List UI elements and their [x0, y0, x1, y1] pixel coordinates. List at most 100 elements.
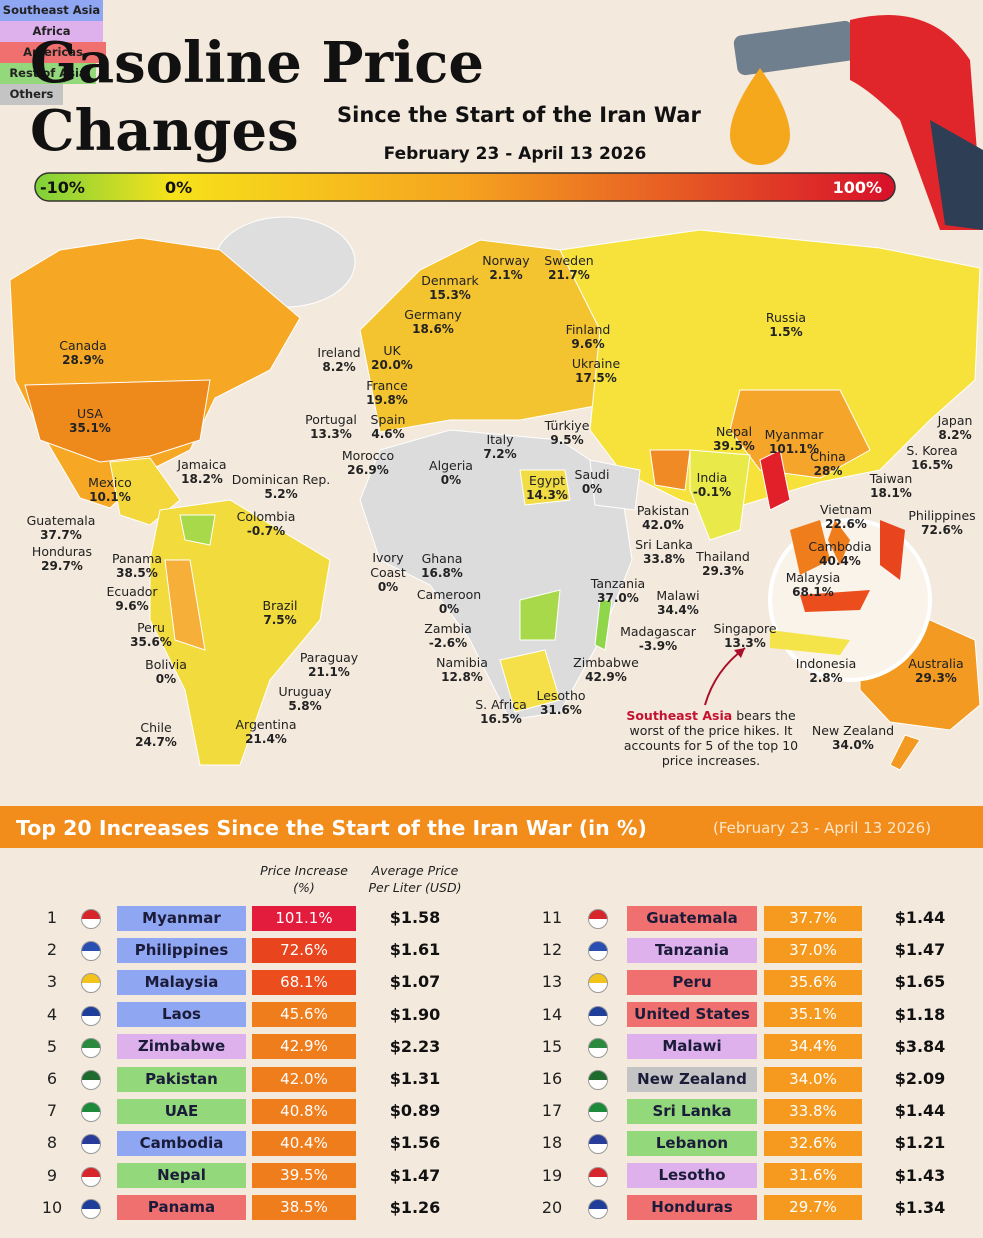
- country-value: 26.9%: [347, 463, 389, 477]
- rank: 9: [46, 1165, 58, 1185]
- rank: 1: [46, 908, 58, 927]
- change-cell: 40.8%: [252, 1098, 356, 1124]
- country-value: 16.8%: [421, 566, 463, 580]
- flag-icon: [588, 1070, 608, 1090]
- country-name: Australia: [908, 656, 964, 671]
- country-name: Saudi: [574, 467, 610, 482]
- map-label: Lesotho 31.6%: [536, 688, 585, 718]
- country-value: 35.1%: [69, 421, 111, 435]
- country-name: Peru: [137, 620, 165, 635]
- country-value: 37.7%: [40, 528, 82, 542]
- country-value: 29.3%: [915, 671, 957, 685]
- country-value: 16.5%: [911, 458, 953, 472]
- country-name: Türkiye: [544, 418, 590, 433]
- price: $1.47: [894, 940, 946, 960]
- price: $1.31: [389, 1069, 441, 1088]
- country-name: Madagascar: [620, 624, 696, 639]
- change-cell: 40.4%: [252, 1130, 356, 1156]
- map-label: Mexico 10.1%: [88, 475, 132, 505]
- country-cell: Myanmar: [117, 905, 246, 931]
- country-name: Canada: [59, 338, 107, 353]
- country-cell: Peru: [627, 969, 757, 995]
- change-cell: 33.8%: [764, 1098, 862, 1124]
- map-label: USA 35.1%: [69, 406, 111, 436]
- map-label: Guatemala 37.7%: [27, 513, 96, 543]
- country-value: 13.3%: [724, 636, 766, 650]
- column-header: Average Price Per Liter (USD): [368, 863, 462, 895]
- country-value: 18.6%: [412, 322, 454, 336]
- country-cell: Laos: [117, 1002, 246, 1028]
- map-label: Japan 8.2%: [938, 413, 973, 443]
- map-label: Vietnam 22.6%: [820, 502, 872, 532]
- map-label: Pakistan 42.0%: [637, 503, 689, 533]
- map-label: Singapore 13.3%: [713, 621, 776, 651]
- change-cell: 72.6%: [252, 937, 356, 963]
- country-name: Lesotho: [536, 688, 586, 703]
- price: $3.84: [894, 1036, 946, 1056]
- map-label: Bolivia 0%: [145, 657, 187, 687]
- change-cell: 31.6%: [764, 1163, 862, 1189]
- country-name: Morocco: [341, 448, 395, 463]
- country-cell: Malaysia: [117, 969, 246, 995]
- price: $1.44: [894, 908, 946, 927]
- subtitle: Since the Start of the Iran War: [337, 103, 701, 127]
- country-value: 28.9%: [62, 353, 104, 367]
- country-cell: Tanzania: [627, 937, 757, 963]
- map-label: Italy 7.2%: [483, 432, 516, 462]
- change-cell: 37.0%: [764, 937, 862, 963]
- region-legend-chip: Southeast Asia: [0, 0, 103, 21]
- date-range: February 23 - April 13 2026: [384, 144, 647, 164]
- rank: 12: [541, 940, 563, 960]
- country-value: 35.6%: [130, 635, 172, 649]
- price: $1.43: [894, 1165, 946, 1185]
- price: $1.34: [894, 1197, 946, 1217]
- flag-icon: [588, 1102, 608, 1123]
- flag-icon: [81, 1198, 101, 1219]
- price: $1.65: [894, 972, 946, 992]
- map-label: Sweden 21.7%: [544, 253, 593, 283]
- country-name: S. Korea: [906, 443, 958, 458]
- country-value: 28%: [813, 464, 843, 478]
- flag-icon: [81, 1102, 101, 1123]
- country-name: Portugal: [305, 412, 357, 427]
- country-name: Argentina: [235, 717, 297, 732]
- map-label: S. Africa 16.5%: [475, 697, 527, 727]
- annotation-text: bears the worst of the price hikes. It a…: [623, 708, 799, 768]
- map-label: Portugal 13.3%: [305, 412, 357, 442]
- country-value: 13.3%: [310, 427, 352, 441]
- map-label: Egypt 14.3%: [526, 473, 568, 503]
- change-cell: 101.1%: [252, 905, 356, 931]
- country-name: Thailand: [696, 549, 750, 564]
- country-name: Cameroon: [416, 587, 482, 602]
- map-label: Ireland 8.2%: [317, 345, 360, 375]
- country-name: Dominican Rep.: [231, 472, 331, 487]
- flag-icon: [588, 1037, 608, 1058]
- country-value: 72.6%: [921, 523, 963, 537]
- country-value: 15.3%: [429, 288, 471, 302]
- map-label: Ecuador 9.6%: [106, 584, 157, 614]
- country-name: New Zealand: [811, 723, 895, 738]
- flag-icon: [81, 1037, 101, 1058]
- map-label: Argentina 21.4%: [236, 717, 297, 747]
- country-value: 12.8%: [441, 670, 483, 684]
- flag-icon: [588, 909, 608, 929]
- map-label: Tanzania 37.0%: [591, 576, 645, 606]
- map-label: Chile 24.7%: [135, 720, 177, 750]
- price: $2.23: [389, 1036, 441, 1056]
- country-value: 5.8%: [288, 699, 322, 713]
- country-name: Jamaica: [177, 457, 227, 472]
- flag-icon: [588, 1166, 608, 1187]
- price: $2.09: [894, 1069, 946, 1088]
- map-label: Türkiye 9.5%: [545, 418, 590, 448]
- flag-icon: [81, 1005, 101, 1026]
- country-value: 0%: [440, 473, 462, 487]
- country-name: Sweden: [544, 253, 594, 268]
- table-title: Top 20 Increases Since the Start of the …: [16, 816, 647, 840]
- change-cell: 68.1%: [252, 969, 356, 995]
- country-name: Spain: [370, 412, 406, 427]
- flag-icon: [81, 1166, 101, 1187]
- country-name: Taiwan: [869, 471, 913, 486]
- map-label: Cameroon 0%: [417, 587, 481, 617]
- country-value: 5.2%: [264, 487, 298, 501]
